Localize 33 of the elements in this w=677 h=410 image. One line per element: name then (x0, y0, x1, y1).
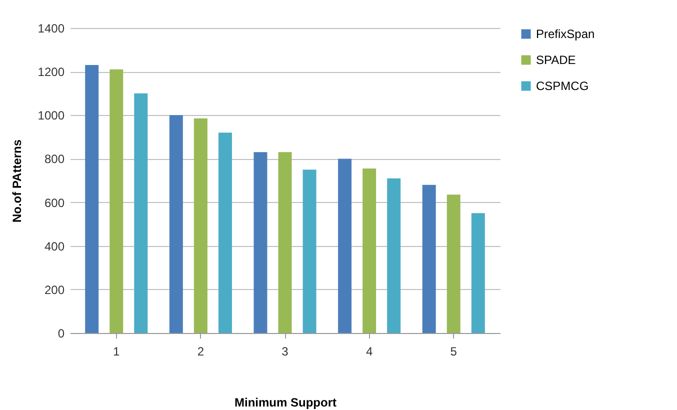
bar (471, 213, 485, 333)
x-tick-label: 4 (366, 344, 373, 358)
x-axis-title: Minimum Support (234, 396, 336, 410)
y-tick-label: 0 (58, 326, 65, 340)
bar (134, 93, 148, 333)
bar (110, 69, 124, 333)
x-tick-label: 1 (113, 344, 120, 358)
y-tick-label: 200 (44, 282, 65, 297)
y-tick-label: 1000 (38, 108, 65, 123)
bar (85, 65, 99, 333)
x-tick-label: 5 (450, 344, 458, 358)
legend-label: CSPMCG (536, 79, 589, 93)
legend-label: PrefixSpan (536, 27, 595, 41)
bar (169, 115, 183, 333)
y-tick-label: 800 (44, 152, 65, 166)
x-tick-label: 3 (282, 344, 289, 358)
bar (254, 152, 268, 333)
bar (446, 194, 460, 333)
bar (194, 118, 208, 333)
bar (387, 178, 401, 333)
legend-label: SPADE (536, 53, 576, 67)
bar (218, 132, 232, 333)
y-axis-title: No.of PAtterns (10, 139, 24, 223)
x-tick-label: 2 (197, 344, 204, 358)
bar (422, 184, 436, 333)
bar (362, 168, 376, 333)
bar (302, 170, 316, 333)
y-tick-label: 1200 (38, 65, 65, 80)
y-tick-label: 1400 (38, 22, 65, 36)
y-tick-label: 600 (44, 196, 65, 210)
bar (338, 158, 352, 333)
y-tick-label: 400 (44, 239, 65, 254)
bar (278, 152, 292, 333)
